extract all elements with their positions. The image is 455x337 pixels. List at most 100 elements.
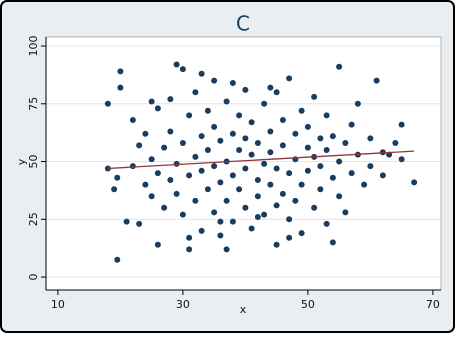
point xyxy=(329,174,336,181)
point xyxy=(261,100,268,107)
point xyxy=(229,218,236,225)
point xyxy=(311,204,318,211)
point xyxy=(154,170,161,177)
point xyxy=(236,186,243,193)
point xyxy=(198,167,205,174)
point xyxy=(261,211,268,218)
point xyxy=(329,239,336,246)
point xyxy=(229,79,236,86)
point xyxy=(279,116,286,123)
point xyxy=(261,160,268,167)
point xyxy=(192,197,199,204)
point xyxy=(273,241,280,248)
chart-title: C xyxy=(236,12,250,36)
point xyxy=(286,216,293,223)
point xyxy=(367,163,374,170)
point xyxy=(273,165,280,172)
y-axis-label: y xyxy=(15,158,28,165)
point xyxy=(117,68,124,75)
point xyxy=(211,123,218,130)
point xyxy=(304,167,311,174)
point xyxy=(242,204,249,211)
plot-area xyxy=(45,36,442,291)
point xyxy=(392,140,399,147)
point xyxy=(254,177,261,184)
point xyxy=(236,112,243,119)
point xyxy=(167,128,174,135)
point xyxy=(311,93,318,100)
point xyxy=(192,89,199,96)
point xyxy=(267,149,274,156)
fit-line xyxy=(107,150,415,170)
point xyxy=(192,153,199,160)
point xyxy=(367,135,374,142)
point xyxy=(173,160,180,167)
point xyxy=(273,89,280,96)
y-tick-label: 25 xyxy=(27,212,40,226)
point xyxy=(186,172,193,179)
point xyxy=(204,146,211,153)
point xyxy=(136,142,143,149)
point xyxy=(229,130,236,137)
point xyxy=(161,204,168,211)
point xyxy=(292,197,299,204)
point xyxy=(117,84,124,91)
point xyxy=(136,220,143,227)
point xyxy=(411,179,418,186)
y-tick-label: 75 xyxy=(27,97,40,111)
point xyxy=(211,163,218,170)
x-tick-label: 10 xyxy=(51,298,65,311)
point xyxy=(211,77,218,84)
point xyxy=(348,121,355,128)
point xyxy=(148,193,155,200)
point xyxy=(198,227,205,234)
point xyxy=(342,209,349,216)
point xyxy=(398,121,405,128)
point xyxy=(286,234,293,241)
point xyxy=(129,163,136,170)
point xyxy=(298,181,305,188)
point xyxy=(379,172,386,179)
point xyxy=(323,112,330,119)
point xyxy=(279,190,286,197)
y-tick-label: 0 xyxy=(27,274,40,281)
point xyxy=(236,146,243,153)
x-tick-label: 30 xyxy=(176,298,190,311)
point xyxy=(229,172,236,179)
point xyxy=(179,66,186,73)
point xyxy=(148,98,155,105)
point xyxy=(154,241,161,248)
point xyxy=(248,225,255,232)
point xyxy=(114,256,121,263)
point xyxy=(186,112,193,119)
point xyxy=(173,190,180,197)
point xyxy=(179,211,186,218)
y-tick-label: 50 xyxy=(27,155,40,169)
x-axis-label: x xyxy=(240,303,247,316)
point xyxy=(242,165,249,172)
point xyxy=(217,137,224,144)
point xyxy=(123,218,130,225)
point xyxy=(267,128,274,135)
point xyxy=(336,193,343,200)
point xyxy=(254,213,261,220)
point xyxy=(167,96,174,103)
point xyxy=(217,179,224,186)
point xyxy=(398,156,405,163)
point xyxy=(348,170,355,177)
point xyxy=(186,234,193,241)
point xyxy=(104,100,111,107)
x-tick-label: 50 xyxy=(301,298,315,311)
point xyxy=(204,107,211,114)
point xyxy=(223,98,230,105)
point xyxy=(267,84,274,91)
point xyxy=(111,186,118,193)
point xyxy=(198,133,205,140)
point xyxy=(292,130,299,137)
point xyxy=(373,77,380,84)
point xyxy=(248,119,255,126)
point xyxy=(361,181,368,188)
point xyxy=(167,177,174,184)
point xyxy=(286,170,293,177)
